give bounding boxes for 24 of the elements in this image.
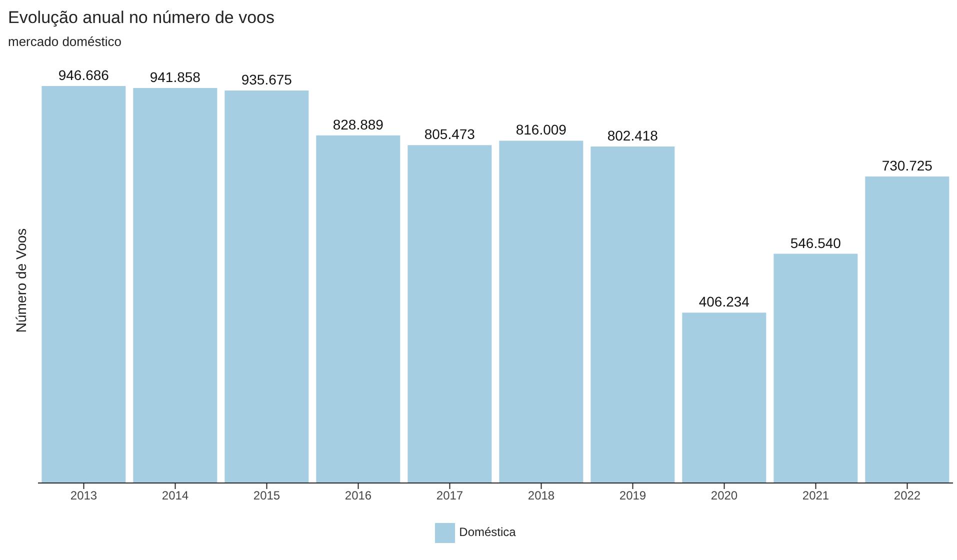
x-tick-label: 2018 [528, 488, 555, 503]
data-label: 935.675 [241, 72, 292, 88]
x-tick-label: 2019 [619, 488, 646, 503]
chart-title: Evolução anual no número de voos [8, 8, 275, 28]
x-tick-label: 2013 [70, 488, 98, 503]
data-label: 802.418 [607, 127, 658, 144]
x-tick-label: 2017 [436, 488, 464, 503]
data-label: 406.234 [698, 294, 750, 310]
data-label: 805.473 [424, 126, 476, 142]
x-tick-label: 2022 [894, 488, 921, 503]
data-label: 828.889 [332, 116, 384, 132]
chart-subtitle: mercado doméstico [8, 34, 122, 49]
x-tick-label: 2014 [162, 488, 189, 503]
y-axis-title: Número de Voos [12, 228, 29, 333]
x-tick-label: 2015 [253, 488, 280, 503]
data-label: 730.725 [882, 158, 933, 174]
data-label: 941.858 [150, 68, 201, 85]
x-tick-label: 2016 [344, 488, 372, 503]
legend-label: Doméstica [459, 525, 516, 540]
data-label: 946.686 [58, 66, 110, 83]
x-tick-label: 2021 [802, 488, 830, 503]
data-label: 816.009 [516, 122, 567, 138]
data-label: 546.540 [790, 234, 842, 251]
x-tick-label: 2020 [710, 488, 738, 503]
